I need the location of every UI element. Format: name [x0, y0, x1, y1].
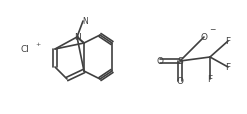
Text: −: −: [209, 25, 215, 34]
Text: Cl: Cl: [20, 45, 29, 54]
Text: N: N: [74, 33, 80, 42]
Text: F: F: [207, 75, 213, 84]
Text: S: S: [177, 57, 183, 66]
Text: N: N: [82, 17, 88, 26]
Text: O: O: [157, 57, 164, 66]
Text: O: O: [177, 77, 184, 86]
Text: O: O: [201, 33, 207, 42]
Text: F: F: [226, 63, 230, 72]
Text: F: F: [226, 37, 230, 46]
Text: +: +: [35, 42, 40, 47]
